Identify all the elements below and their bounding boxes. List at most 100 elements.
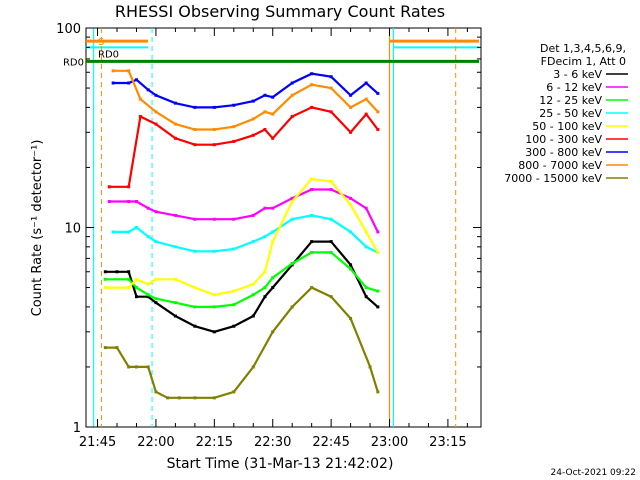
series-1-point-4: [154, 210, 158, 214]
series-6-point-16: [364, 81, 368, 85]
series-7-point-10: [271, 112, 275, 116]
series-0-point-3: [134, 295, 138, 299]
series-6-point-13: [310, 72, 314, 76]
series-6-point-4: [154, 93, 158, 97]
series-4-point-2: [134, 277, 138, 281]
x-tick-label-1: 22:00: [137, 435, 174, 450]
series-3-point-12: [290, 217, 294, 221]
series-6-point-14: [329, 75, 333, 79]
series-6-point-5: [173, 101, 177, 105]
series-1-point-10: [263, 206, 267, 210]
series-3-point-11: [271, 230, 275, 234]
series-0-point-14: [310, 240, 314, 244]
series-0-point-0: [103, 270, 107, 274]
x-tick-label-3: 22:30: [254, 435, 291, 450]
y-axis-label: Count Rate (s⁻¹ detector⁻¹): [30, 140, 45, 317]
series-4-point-4: [154, 277, 158, 281]
x-tick-label-2: 22:15: [196, 435, 233, 450]
x-axis-label: Start Time (31-Mar-13 21:42:02): [167, 456, 394, 472]
series-7-point-8: [251, 117, 255, 121]
series-3-point-7: [212, 249, 216, 253]
series-4-point-6: [193, 286, 197, 290]
series-8-point-10: [232, 390, 236, 394]
series-4-point-14: [329, 180, 333, 184]
series-4-point-10: [263, 270, 267, 274]
series-5-point-0: [107, 185, 111, 189]
legend-label-4: 50 - 100 keV: [532, 120, 602, 133]
series-1-point-7: [212, 217, 216, 221]
series-4-point-5: [173, 277, 177, 281]
series-3-point-8: [232, 247, 236, 251]
series-5-point-14: [349, 130, 353, 134]
series-6-point-10: [263, 93, 267, 97]
series-5-point-5: [193, 143, 197, 147]
series-6-point-2: [134, 78, 138, 82]
series-8-point-12: [271, 330, 275, 334]
series-1-point-13: [310, 188, 314, 192]
x-axis-ticks: 21:45 22:00 22:15 22:30 22:45 23:00 23:15: [79, 28, 468, 450]
series-4-point-11: [271, 240, 275, 244]
series-8-point-11: [251, 365, 255, 369]
series-0-point-4: [146, 295, 150, 299]
series-1-point-9: [251, 213, 255, 217]
series-0-point-6: [173, 314, 177, 318]
series-7-point-16: [376, 110, 380, 114]
series-2-point-17: [376, 289, 380, 293]
series-6-point-1: [127, 81, 131, 85]
series-0-point-8: [212, 330, 216, 334]
series-line-2: [105, 251, 379, 308]
series-5-point-2: [138, 115, 142, 119]
legend-label-5: 100 - 300 keV: [525, 133, 602, 146]
series-7-point-4: [173, 122, 177, 126]
series-0-point-7: [193, 324, 197, 328]
series-0-point-11: [263, 295, 267, 299]
series-6-point-12: [290, 81, 294, 85]
series-8-point-8: [193, 396, 197, 400]
series-6-point-0: [111, 81, 115, 85]
series-4-point-1: [127, 286, 131, 290]
series-7-point-2: [138, 97, 142, 101]
series-5-point-12: [310, 105, 314, 109]
series-3-point-10: [263, 235, 267, 239]
series-8-point-0: [103, 346, 107, 350]
series-1-point-6: [193, 217, 197, 221]
series-0-point-15: [329, 240, 333, 244]
series-5-point-8: [251, 133, 255, 137]
series-5-point-11: [290, 115, 294, 119]
generated-timestamp: 24-Oct-2021 09:22: [551, 468, 636, 478]
series-0-point-12: [271, 286, 275, 290]
series-1-point-16: [364, 206, 368, 210]
series-1-point-17: [376, 230, 380, 234]
y-tick-label-2: 100: [56, 22, 81, 37]
y-tick-label-1: 10: [64, 222, 81, 237]
series-2-point-7: [212, 305, 216, 309]
y-tick-label-0: 1: [73, 421, 81, 436]
series-6-point-15: [349, 93, 353, 97]
series-0-point-10: [251, 314, 255, 318]
series-3-point-9: [251, 240, 255, 244]
series-0-point-9: [232, 324, 236, 328]
series-7-point-15: [364, 97, 368, 101]
series-2-point-1: [127, 277, 131, 281]
series-line-6: [113, 72, 379, 109]
series-6-point-8: [232, 103, 236, 107]
series-2-point-10: [263, 286, 267, 290]
series-6-point-11: [271, 95, 275, 99]
rd0-flag-label: RD0: [98, 49, 119, 60]
s-flag-label: S: [98, 37, 104, 48]
series-2-point-5: [173, 301, 177, 305]
series-8-point-18: [376, 390, 380, 394]
series-7-point-11: [290, 93, 294, 97]
series-3-point-0: [111, 230, 115, 234]
series-2-point-8: [232, 303, 236, 307]
legend-label-1: 6 - 12 keV: [546, 81, 602, 94]
series-3-point-1: [127, 230, 131, 234]
series-3-point-13: [310, 213, 314, 217]
legend-header-line-2: FDecim 1, Att 0: [541, 55, 626, 68]
series-3-point-14: [329, 217, 333, 221]
series-7-point-14: [349, 105, 353, 109]
rd0-flag-axis-label: RD0: [63, 57, 84, 68]
legend-label-0: 3 - 6 keV: [553, 68, 602, 81]
series-2-point-15: [349, 267, 353, 271]
